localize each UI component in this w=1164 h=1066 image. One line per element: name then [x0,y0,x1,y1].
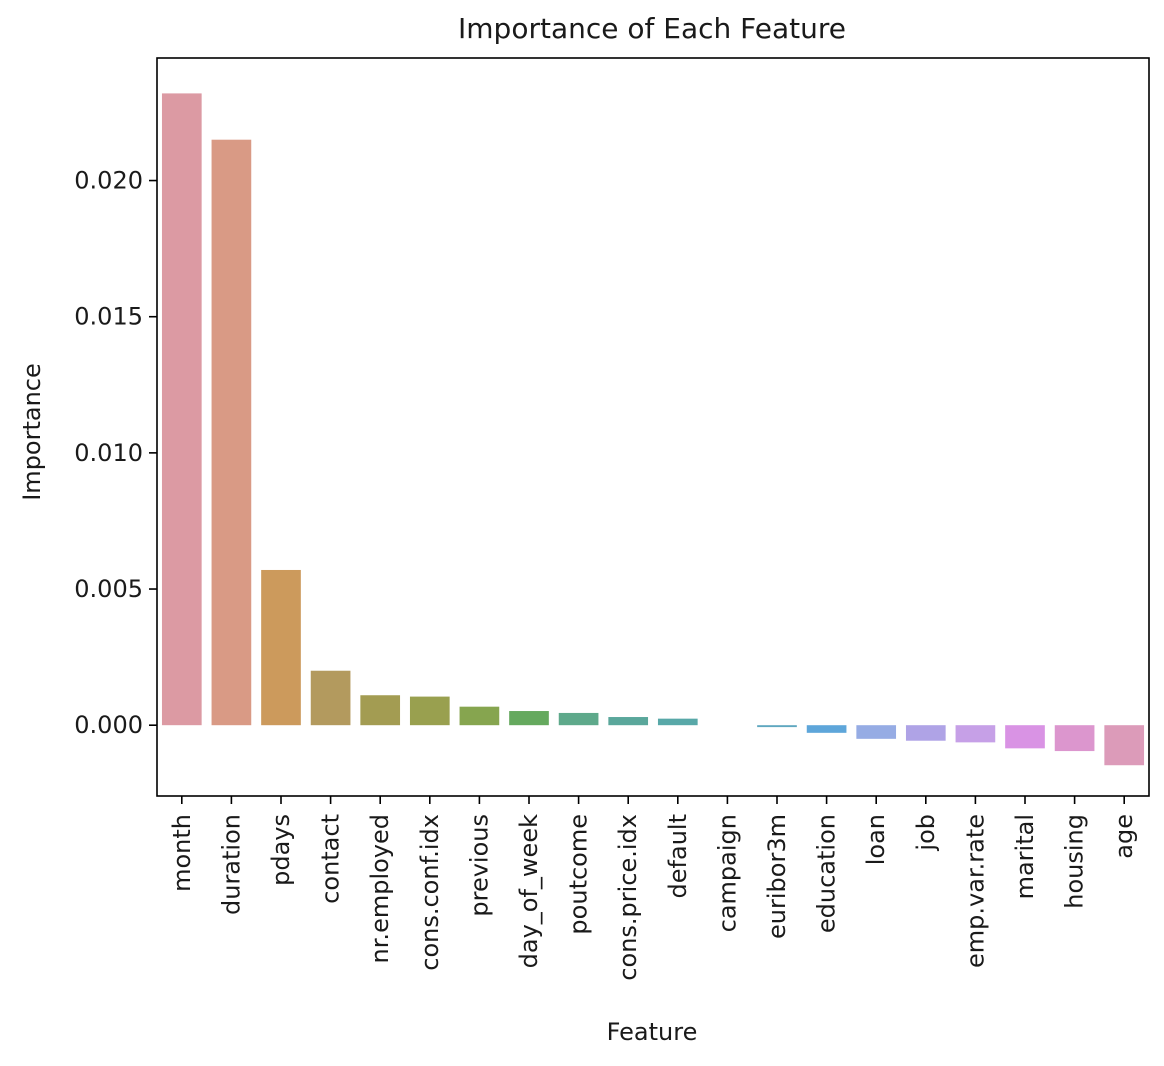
y-tick-label: 0.015 [74,303,143,331]
bar-month [161,93,202,726]
bars-group [161,93,1145,766]
x-tick-label: duration [217,814,245,915]
x-tick-label: contact [317,814,345,904]
x-tick-label: previous [465,814,493,917]
x-tick-label: nr.employed [366,814,394,963]
bar-nr-employed [360,695,401,726]
x-tick-label: age [1110,814,1138,859]
y-tick-label: 0.010 [74,439,143,467]
x-tick-label: euribor3m [763,814,791,939]
x-tick-label: marital [1011,814,1039,899]
x-tick-label: loan [862,814,890,865]
x-tick-label: housing [1061,814,1089,909]
bar-day-of-week [509,711,549,726]
bar-contact [310,670,351,726]
bar-job [905,725,946,741]
x-tick-label: cons.conf.idx [416,814,444,971]
x-tick-label: day_of_week [515,814,543,968]
bar-education [806,725,847,733]
x-tick-label: emp.var.rate [961,814,989,968]
bar-age [1104,725,1145,766]
y-tick-label: 0.000 [74,711,143,739]
x-tick-label: cons.price.idx [614,814,642,981]
bar-loan [856,725,897,739]
bar-housing [1054,725,1095,752]
x-tick-label: default [664,814,692,898]
bar-pdays [261,569,301,726]
bar-emp-var-rate [955,725,996,743]
y-tick-label: 0.020 [74,167,143,195]
x-tick-label: job [912,814,940,852]
x-axis: month duration pdays contact nr.employed cons… [168,796,1138,981]
x-tick-label: poutcome [565,814,593,935]
plot-area-frame [156,57,1150,797]
x-tick-label: month [168,814,196,892]
x-axis-label: Feature [607,1018,698,1046]
bar-poutcome [558,712,599,726]
y-tick-label: 0.005 [74,575,143,603]
x-tick-label: pdays [267,814,295,886]
y-axis: 0.000 0.005 0.010 0.015 0.020 [74,167,157,739]
bar-default [657,718,698,726]
bar-duration [211,139,252,726]
bar-previous [459,706,500,726]
chart-title: Importance of Each Feature [458,12,846,45]
bar-cons-price-idx [608,717,649,726]
bar-euribor3m [757,725,797,728]
bar-cons-conf-idx [409,696,450,726]
y-axis-label: Importance [18,363,46,501]
x-tick-label: education [813,814,841,933]
x-tick-label: campaign [713,814,741,932]
bar-marital [1005,725,1045,749]
